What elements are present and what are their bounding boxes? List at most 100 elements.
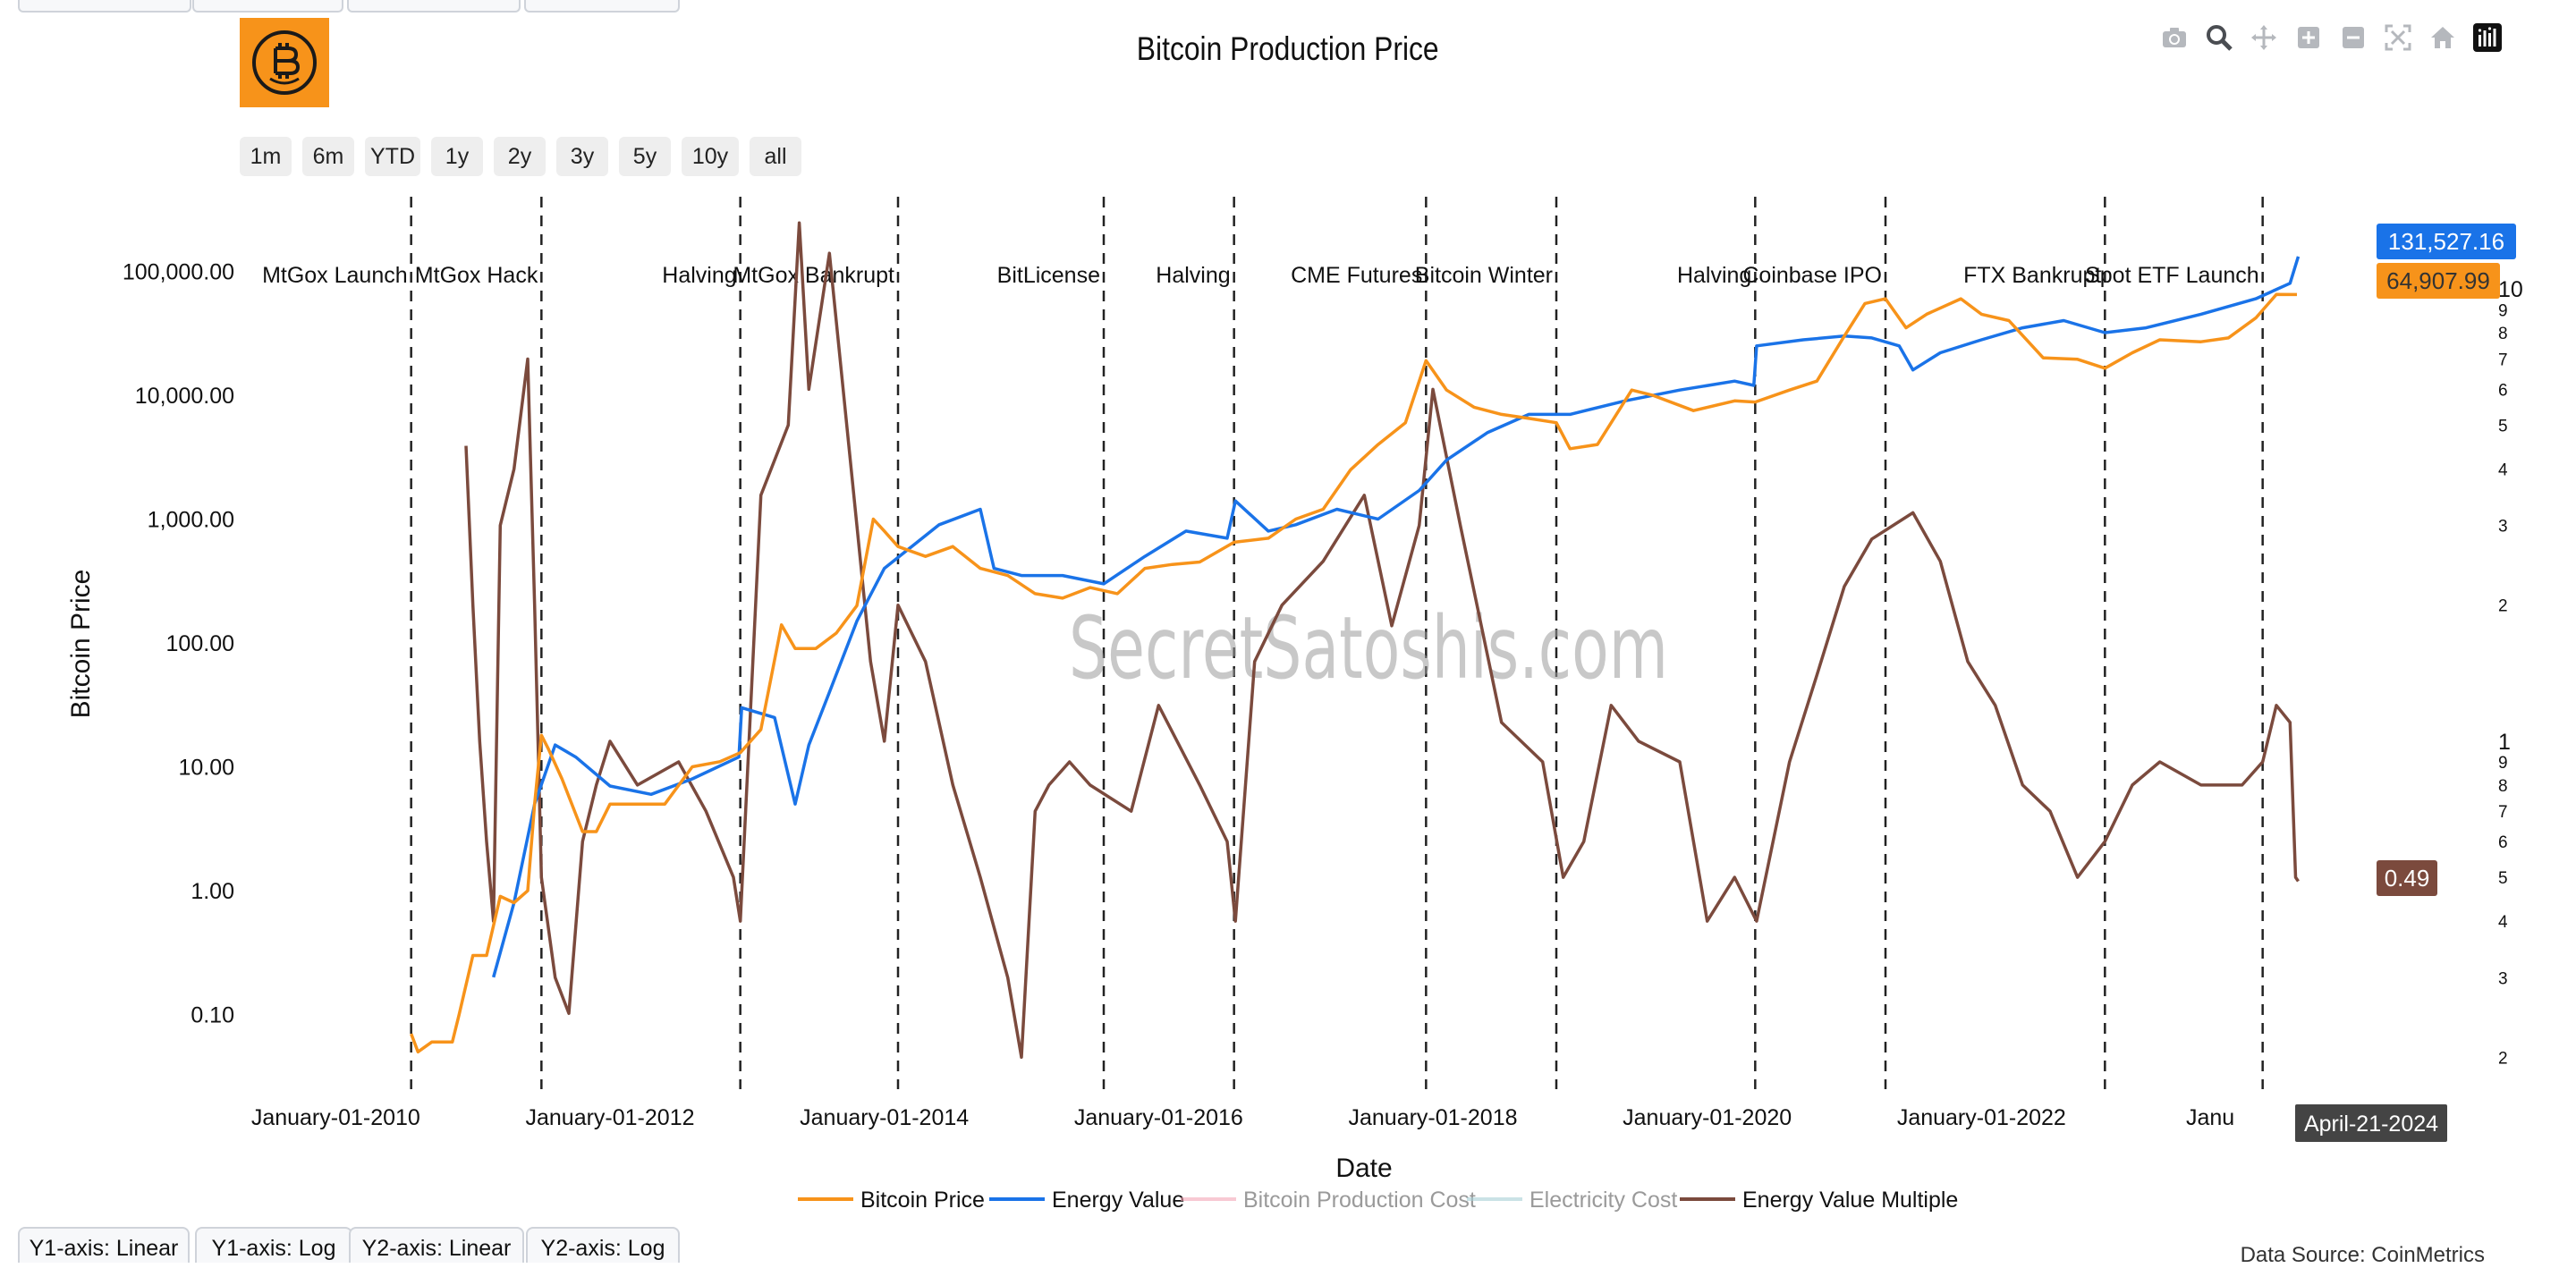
range-1m-button[interactable]: 1m (240, 137, 292, 176)
range-10y-button[interactable]: 10y (682, 137, 739, 176)
plotly-logo-icon[interactable] (2469, 19, 2506, 56)
range-3y-button[interactable]: 3y (556, 137, 608, 176)
x-tick-label-7: Janu (2186, 1105, 2234, 1130)
y2-tick-label-13: 6 (2498, 381, 2508, 400)
x-tick-label-5: January-01-2020 (1623, 1105, 1792, 1130)
y2-tick-label-10: 3 (2498, 518, 2508, 537)
legend-label-0: Bitcoin Price (860, 1188, 985, 1213)
top-tab-2[interactable] (192, 0, 343, 13)
x-tick-label-6: January-01-2022 (1897, 1105, 2066, 1130)
legend-label-1: Energy Value (1052, 1188, 1184, 1213)
event-label-8: Halving (1677, 263, 1751, 288)
top-tab-strip (18, 0, 680, 13)
data-source-label: Data Source: CoinMetrics (2240, 1243, 2485, 1267)
event-label-10: FTX Bankrupt (1963, 263, 2101, 288)
y2-tick-label-16: 9 (2498, 301, 2508, 320)
y1-tick-label-4: 1,000.00 (148, 507, 234, 532)
camera-icon[interactable] (2156, 19, 2193, 56)
range-5y-button[interactable]: 5y (619, 137, 671, 176)
y2-tick-label-0: 2 (2498, 1049, 2508, 1068)
y2-tick-label-1: 3 (2498, 969, 2508, 988)
y1-tick-label-3: 100.00 (166, 631, 234, 656)
event-label-3: MtGox Bankrupt (733, 263, 894, 288)
event-label-11: Spot ETF Launch (2085, 263, 2259, 288)
y2-tick-label-11: 4 (2498, 461, 2508, 479)
event-label-0: MtGox Launch (262, 263, 408, 288)
hover-date-label: April-21-2024 (2304, 1112, 2438, 1137)
y1-tick-label-0: 0.10 (191, 1003, 234, 1028)
y2-tick-label-2: 4 (2498, 913, 2508, 932)
hover-date-box (2295, 1104, 2447, 1142)
zoom-icon[interactable] (2200, 19, 2238, 56)
legend-label-3: Electricity Cost (1530, 1188, 1677, 1213)
y-axis-title: Bitcoin Price (66, 570, 96, 719)
tab-y1-linear[interactable]: Y1-axis: Linear (18, 1227, 190, 1263)
event-label-9: Coinbase IPO (1742, 263, 1882, 288)
y2-tick-label-15: 8 (2498, 325, 2508, 343)
hover-bitcoin-price-box (2377, 263, 2500, 299)
watermark-layer: SecretSatoshis.com (1069, 598, 1668, 698)
legend-label-2: Bitcoin Production Cost (1243, 1188, 1476, 1213)
x-axis-title: Date (1335, 1154, 1392, 1183)
y2-tick-label-12: 5 (2498, 417, 2508, 435)
watermark: SecretSatoshis.com (1069, 598, 1668, 698)
range-6m-button[interactable]: 6m (302, 137, 354, 176)
pan-icon[interactable] (2245, 19, 2283, 56)
y1-tick-label-2: 10.00 (178, 756, 234, 781)
home-icon[interactable] (2424, 19, 2462, 56)
event-label-6: CME Futures (1291, 263, 1422, 288)
x-tick-label-0: January-01-2010 (251, 1105, 420, 1130)
autoscale-icon[interactable] (2379, 19, 2417, 56)
axes-layer: 0.10 1.00 10.00 100.00 1,000.00 10,000.00 100,… (123, 259, 2523, 1130)
top-tab-1[interactable] (18, 0, 191, 13)
series-layer (410, 221, 2301, 1060)
y1-tick-label-1: 1.00 (191, 879, 234, 904)
series-bitcoin-price (410, 292, 2298, 1054)
y1-tick-label-5: 10,000.00 (135, 384, 234, 409)
hover-energy-value-box (2377, 224, 2516, 259)
y1-tick-label-6: 100,000.00 (123, 259, 234, 284)
event-label-7: Bitcoin Winter (1415, 263, 1553, 288)
modebar (2156, 18, 2506, 57)
chart-title: Bitcoin Production Price (1136, 30, 1439, 67)
tab-y1-log[interactable]: Y1-axis: Log (195, 1227, 352, 1263)
event-label-2: Halving (662, 263, 736, 288)
x-tick-label-1: January-01-2012 (525, 1105, 694, 1130)
zoom-in-icon[interactable] (2290, 19, 2327, 56)
hover-labels: 131,527.16 64,907.99 0.49 April-21-2024 (2295, 224, 2516, 1142)
event-label-1: MtGox Hack (415, 263, 538, 288)
hover-bitcoin-price-label: 64,907.99 (2386, 267, 2490, 294)
y2-tick-label-3: 5 (2498, 869, 2508, 888)
x-tick-label-3: January-01-2016 (1074, 1105, 1243, 1130)
top-tab-3[interactable] (347, 0, 521, 13)
legend: Bitcoin Price Energy Value Bitcoin Product… (798, 1188, 1958, 1213)
y2-tick-label-5: 7 (2498, 803, 2508, 822)
bitcoin-face-icon (240, 18, 329, 107)
legend-label-4: Energy Value Multiple (1742, 1188, 1958, 1213)
x-tick-label-2: January-01-2014 (800, 1105, 969, 1130)
y2-tick-label-4: 6 (2498, 833, 2508, 852)
hover-multiple-label: 0.49 (2385, 865, 2430, 892)
y2-tick-label-17: 10 (2498, 277, 2523, 302)
range-1y-button[interactable]: 1y (431, 137, 483, 176)
series-energy-value-multiple (464, 221, 2300, 1060)
range-all-button[interactable]: all (750, 137, 801, 176)
y2-tick-label-6: 8 (2498, 777, 2508, 796)
top-tab-4[interactable] (524, 0, 680, 13)
tab-y2-log[interactable]: Y2-axis: Log (526, 1227, 680, 1263)
hover-multiple-box (2377, 860, 2437, 896)
x-tick-label-4: January-01-2018 (1348, 1105, 1517, 1130)
hover-energy-value-label: 131,527.16 (2388, 228, 2504, 255)
zoom-out-icon[interactable] (2334, 19, 2372, 56)
range-ytd-button[interactable]: YTD (365, 137, 420, 176)
y2-tick-label-14: 7 (2498, 351, 2508, 370)
y2-tick-label-8: 1 (2498, 730, 2511, 755)
range-2y-button[interactable]: 2y (494, 137, 546, 176)
event-label-4: BitLicense (997, 263, 1100, 288)
event-label-5: Halving (1156, 263, 1230, 288)
y2-tick-label-9: 2 (2498, 597, 2508, 616)
y2-tick-label-7: 9 (2498, 754, 2508, 773)
tab-y2-linear[interactable]: Y2-axis: Linear (349, 1227, 524, 1263)
